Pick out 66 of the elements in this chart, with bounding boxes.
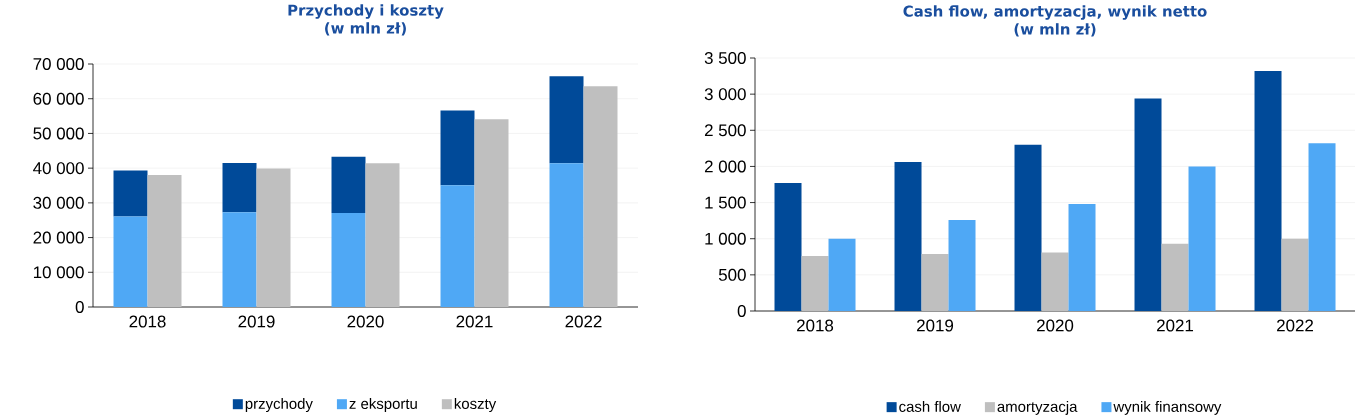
bar <box>331 156 366 213</box>
bar <box>549 163 584 307</box>
y-tick-label: 70 000 <box>33 58 84 71</box>
x-tick-label: 2022 <box>565 315 602 328</box>
x-tick-label: 2021 <box>456 315 493 328</box>
legend-label: koszty <box>454 398 497 412</box>
bar <box>1014 144 1042 311</box>
y-tick-label: 3 000 <box>704 88 746 101</box>
bar <box>894 162 922 311</box>
bar <box>1068 204 1096 311</box>
x-tick-label: 2018 <box>797 319 834 332</box>
bar <box>222 212 257 307</box>
y-tick-label: 1 000 <box>705 232 746 245</box>
chart-subtitle: (w mln zł) <box>325 22 406 36</box>
legend-label: z eksportu <box>349 398 417 412</box>
x-tick-label: 2022 <box>1277 319 1313 332</box>
y-tick-label: 0 <box>75 301 84 313</box>
bar <box>222 162 257 213</box>
bar <box>440 185 475 307</box>
legend-label: przychody <box>245 398 313 412</box>
x-tick-label: 2021 <box>1157 319 1194 332</box>
x-tick-label: 2020 <box>347 315 384 328</box>
bar <box>1161 243 1189 311</box>
y-tick-label: 30 000 <box>33 196 84 209</box>
bar <box>1308 143 1336 311</box>
bar <box>774 183 802 311</box>
bar <box>1188 166 1216 311</box>
bar <box>1134 98 1162 311</box>
bar <box>147 175 182 307</box>
bar <box>331 212 366 307</box>
y-tick-label: 2 000 <box>704 160 746 173</box>
bar <box>1254 71 1282 311</box>
legend-label: wynik finansowy <box>1113 400 1222 415</box>
y-tick-label: 500 <box>718 268 746 281</box>
x-tick-label: 2019 <box>917 319 954 332</box>
bar <box>1041 252 1069 311</box>
bar <box>1281 238 1309 311</box>
chart-title: Przychody i koszty <box>288 4 444 19</box>
y-tick-label: 20 000 <box>33 231 84 244</box>
bar <box>921 253 949 311</box>
legend-label: cash flow <box>899 400 961 412</box>
bar <box>440 110 475 186</box>
chart-title: Cash flow, amortyzacja, wynik netto <box>903 5 1207 20</box>
y-tick-label: 1 500 <box>705 196 746 209</box>
bar <box>948 219 976 311</box>
bar <box>113 170 148 217</box>
bar <box>365 163 400 307</box>
y-tick-label: 40 000 <box>33 162 84 175</box>
y-tick-label: 60 000 <box>33 92 84 105</box>
bar <box>256 168 291 307</box>
legend-label: amortyzacja <box>997 400 1078 415</box>
bar <box>549 76 584 164</box>
bar <box>474 119 509 307</box>
y-tick-label: 0 <box>737 305 746 317</box>
y-tick-label: 2 500 <box>704 124 746 137</box>
bar <box>583 86 618 307</box>
bar <box>828 238 856 311</box>
y-tick-label: 50 000 <box>33 127 84 140</box>
y-tick-label: 10 000 <box>33 266 84 279</box>
x-tick-label: 2019 <box>238 315 275 328</box>
x-tick-label: 2018 <box>129 315 166 328</box>
bar <box>801 256 829 311</box>
x-tick-label: 2020 <box>1037 319 1074 332</box>
bar <box>113 216 148 307</box>
y-tick-label: 3 500 <box>704 52 746 64</box>
chart-subtitle: (w mln zł) <box>1014 23 1096 37</box>
